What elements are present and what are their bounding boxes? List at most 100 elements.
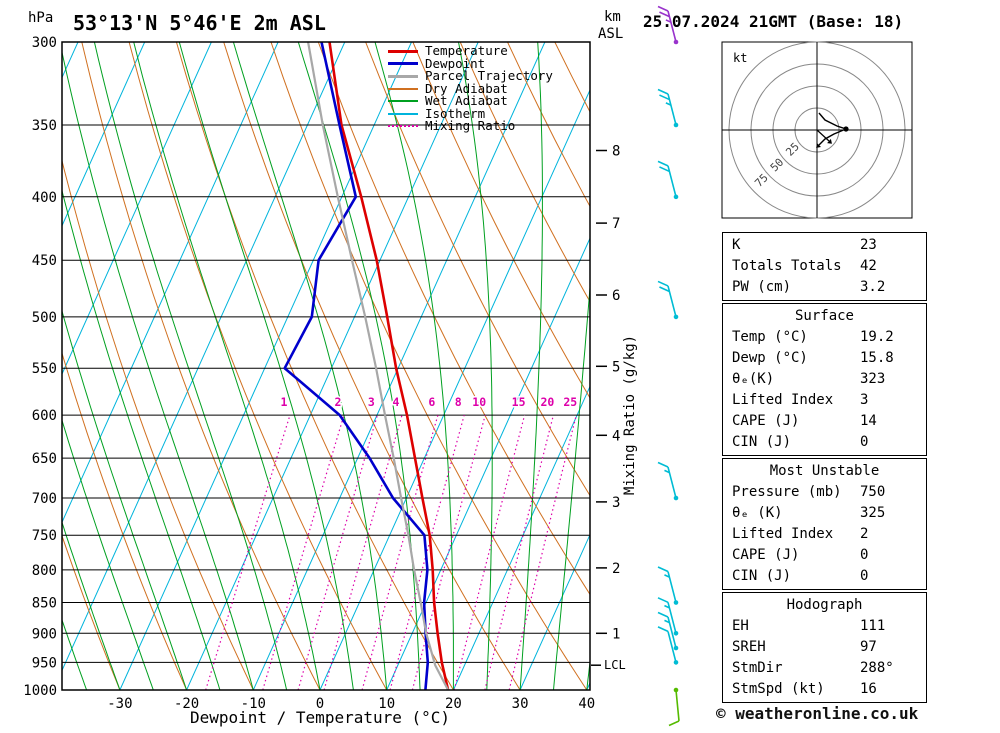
pressure-tick-label: 750: [32, 528, 57, 544]
mixing-ratio-value-label: 1: [281, 395, 288, 409]
legend-label: Parcel Trajectory: [425, 68, 553, 83]
km-tick-label: 3: [612, 495, 620, 511]
legend-item: Isotherm: [388, 105, 553, 121]
mixing-ratio-value-label: 6: [428, 395, 435, 409]
stat-label: θₑ (K): [732, 505, 783, 521]
wind-barb: [657, 626, 679, 665]
stat-value: 325: [860, 505, 886, 521]
stats-row: Lifted Index 2: [723, 524, 926, 545]
stats-row: Totals Totals 42: [723, 256, 926, 277]
stat-label: CAPE (J): [732, 413, 800, 429]
stat-value: 3.2: [860, 279, 886, 295]
km-tick-label: 2: [612, 561, 620, 577]
stats-row: Temp (°C) 19.2: [723, 327, 926, 348]
stat-value: 288°: [860, 660, 894, 676]
mixing-ratio-value-label: 25: [563, 395, 577, 409]
legend-item: Dry Adiabat: [388, 80, 553, 96]
legend-label: Temperature: [425, 43, 508, 58]
stat-value: 16: [860, 681, 877, 697]
legend-swatch: [388, 100, 418, 103]
legend-label: Dry Adiabat: [425, 80, 508, 96]
datetime-label: 25.07.2024 21GMT (Base: 18): [643, 12, 903, 31]
legend-item: Mixing Ratio: [388, 119, 553, 133]
stats-row: θₑ (K) 325: [723, 503, 926, 524]
station-title: 53°13'N 5°46'E 2m ASL: [73, 11, 326, 35]
temp-tick-label: 40: [578, 696, 595, 712]
stat-value: 0: [860, 434, 869, 450]
sounding-profiles: [283, 42, 450, 690]
plot-frame: [61, 41, 591, 691]
mixing-ratio-value-label: 2: [335, 395, 342, 409]
pressure-tick-label: 350: [32, 118, 57, 134]
wind-barb: [657, 597, 679, 636]
stat-value: 750: [860, 484, 886, 500]
wind-barb: [657, 566, 679, 605]
km-tick-label: 4: [612, 428, 620, 444]
stat-label: StmSpd (kt): [732, 681, 825, 697]
stats-row: K 23: [723, 235, 926, 256]
stats-row: StmDir 288°: [723, 658, 926, 679]
wind-barb: [657, 88, 679, 128]
legend-swatch: [388, 125, 418, 128]
wind-barb: [657, 5, 679, 45]
legend-label: Wet Adiabat: [425, 93, 508, 108]
stats-table-title: Surface: [794, 308, 854, 324]
stat-label: Lifted Index: [732, 392, 834, 408]
stat-value: 19.2: [860, 329, 894, 345]
temp-tick-label: 10: [378, 696, 395, 712]
mixing-ratio-value-label: 4: [393, 395, 400, 409]
pressure-tick-label: 450: [32, 253, 57, 269]
temperature-curve: [328, 42, 450, 690]
stats-table: Hodograph EH 111 SREH 97 StmDir 288° StmSpd (kt…: [722, 592, 927, 703]
pressure-tick-label: 1000: [23, 683, 57, 699]
pressure-tick-label: 900: [32, 626, 57, 642]
stat-label: StmDir: [732, 660, 783, 676]
hodograph-dot: [843, 126, 849, 132]
stats-row: StmSpd (kt) 16: [723, 679, 926, 700]
wind-barb: [657, 611, 679, 651]
mixing-ratio-value-label: 20: [540, 395, 554, 409]
stat-label: K: [732, 237, 741, 253]
stats-row: PW (cm) 3.2: [723, 277, 926, 298]
stat-label: Dewp (°C): [732, 350, 808, 366]
stat-label: Lifted Index: [732, 526, 834, 542]
stat-label: Totals Totals: [732, 258, 842, 274]
pressure-tick-label: 500: [32, 310, 57, 326]
km-tick-label: 7: [612, 216, 620, 232]
stat-label: CAPE (J): [732, 547, 800, 563]
pressure-unit-label: hPa: [28, 10, 53, 26]
stats-row: EH 111: [723, 616, 926, 637]
temp-tick-label: 30: [512, 696, 529, 712]
km-tick-label: 6: [612, 288, 620, 304]
stats-panel: K 23 Totals Totals 42 PW (cm) 3.2 Surface Temp …: [722, 232, 927, 705]
legend-swatch: [388, 62, 418, 66]
parcel-trajectory-curve: [307, 42, 450, 690]
legend-item: Temperature: [388, 43, 553, 58]
pressure-tick-label: 650: [32, 451, 57, 467]
stat-value: 2: [860, 526, 869, 542]
stat-value: 3: [860, 392, 869, 408]
pressure-tick-label: 850: [32, 596, 57, 612]
legend-item: Dewpoint: [388, 57, 553, 71]
legend-label: Isotherm: [425, 105, 486, 121]
wind-barb: [657, 461, 679, 501]
temp-tick-label: 0: [316, 696, 324, 712]
stats-row: CIN (J) 0: [723, 566, 926, 587]
legend-swatch: [388, 112, 418, 115]
stat-value: 14: [860, 413, 877, 429]
stat-label: EH: [732, 618, 749, 634]
stat-label: Temp (°C): [732, 329, 808, 345]
mixing-ratio-value-label: 15: [512, 395, 526, 409]
temp-tick-label: -20: [174, 696, 199, 712]
stats-table: Most Unstable Pressure (mb) 750 θₑ (K) 325 Li…: [722, 458, 927, 590]
wind-barb: [668, 687, 680, 727]
lcl-label: LCL: [604, 658, 626, 672]
pressure-tick-label: 400: [32, 190, 57, 206]
km-axis-label: km: [604, 9, 621, 25]
stats-row: CIN (J) 0: [723, 432, 926, 453]
pressure-tick-label: 600: [32, 408, 57, 424]
stats-row: θₑ(K) 323: [723, 369, 926, 390]
km-tick-label: 1: [612, 626, 620, 642]
mixing-ratio-value-label: 8: [455, 395, 462, 409]
stat-value: 23: [860, 237, 877, 253]
